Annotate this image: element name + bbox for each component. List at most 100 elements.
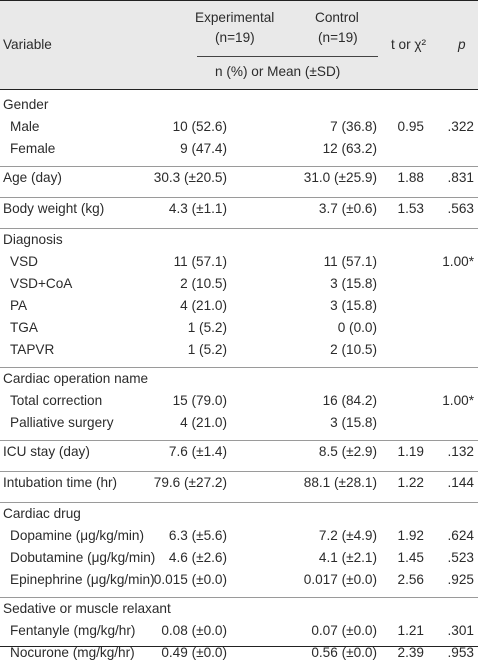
statistic-value: 1.53 xyxy=(397,201,424,216)
row-label: Male xyxy=(10,119,40,134)
header-experimental-n: (n=19) xyxy=(215,30,255,45)
experimental-value: 10 (52.6) xyxy=(172,119,227,134)
table-row: Age (day) 30.3 (±20.5) 31.0 (±25.9) 1.88 .83… xyxy=(0,166,478,189)
experimental-value: 4 (21.0) xyxy=(180,415,227,430)
row-label: Dobutamine (μg/kg/min) xyxy=(10,550,156,565)
p-value: .301 xyxy=(447,623,474,638)
control-value: 7 (36.8) xyxy=(330,119,377,134)
p-value: 1.00* xyxy=(442,393,474,408)
row-label: Fentanyle (mg/kg/hr) xyxy=(10,623,136,638)
experimental-value: 15 (79.0) xyxy=(172,393,227,408)
control-value: 31.0 (±25.9) xyxy=(303,170,377,185)
row-label: Intubation time (hr) xyxy=(3,475,118,490)
statistic-value: 1.22 xyxy=(397,475,424,490)
p-value: .322 xyxy=(447,119,474,134)
p-value: .132 xyxy=(447,444,474,459)
statistic-value: 1.92 xyxy=(397,528,424,543)
p-value: .831 xyxy=(447,170,474,185)
experimental-value: 7.6 (±1.4) xyxy=(168,444,227,459)
experimental-value: 30.3 (±20.5) xyxy=(153,170,227,185)
control-value: 12 (63.2) xyxy=(322,141,377,156)
control-value: 16 (84.2) xyxy=(322,393,377,408)
table-row: VSD 11 (57.1) 11 (57.1) 1.00* xyxy=(0,251,478,273)
control-value: 2 (10.5) xyxy=(330,342,377,357)
control-value: 0 (0.0) xyxy=(337,320,377,335)
control-value: 11 (57.1) xyxy=(323,254,377,269)
p-value: .144 xyxy=(447,475,474,490)
experimental-value: 1 (5.2) xyxy=(187,342,227,357)
control-value: 3 (15.8) xyxy=(330,298,377,313)
control-value: 0.07 (±0.0) xyxy=(311,623,377,638)
experimental-value: 1 (5.2) xyxy=(187,320,227,335)
table-row: Sedative or muscle relaxant xyxy=(0,597,478,620)
table-row: Gender xyxy=(0,94,478,116)
control-value: 0.017 (±0.0) xyxy=(303,572,377,587)
p-value: 1.00* xyxy=(442,254,474,269)
table-row: Intubation time (hr) 79.6 (±27.2) 88.1 (±2… xyxy=(0,471,478,494)
row-label: VSD xyxy=(10,254,38,269)
table-row: Body weight (kg) 4.3 (±1.1) 3.7 (±0.6) 1.53… xyxy=(0,197,478,220)
control-value: 8.5 (±2.9) xyxy=(318,444,377,459)
experimental-value: 9 (47.4) xyxy=(180,141,227,156)
row-label: TGA xyxy=(10,320,38,335)
p-value: .563 xyxy=(447,201,474,216)
experimental-value: 4 (21.0) xyxy=(180,298,227,313)
statistic-value: 1.45 xyxy=(397,550,424,565)
p-value: .523 xyxy=(447,550,474,565)
header-control: Control xyxy=(315,10,359,25)
row-label: Dopamine (μg/kg/min) xyxy=(10,528,144,543)
control-value: 7.2 (±4.9) xyxy=(318,528,377,543)
table-row: PA 4 (21.0) 3 (15.8) xyxy=(0,295,478,317)
experimental-value: 4.6 (±2.6) xyxy=(168,550,227,565)
row-label: Palliative surgery xyxy=(10,415,114,430)
experimental-value: 79.6 (±27.2) xyxy=(153,475,227,490)
control-value: 4.1 (±2.1) xyxy=(318,550,377,565)
table-row: TGA 1 (5.2) 0 (0.0) xyxy=(0,317,478,339)
header-p: p xyxy=(458,37,466,52)
row-label: TAPVR xyxy=(10,342,55,357)
table-header: Variable Experimental (n=19) Control (n=… xyxy=(0,0,478,90)
table-row: ICU stay (day) 7.6 (±1.4) 8.5 (±2.9) 1.19 .1… xyxy=(0,440,478,463)
experimental-value: 2 (10.5) xyxy=(180,276,227,291)
experimental-value: 0.08 (±0.0) xyxy=(161,623,227,638)
statistic-value: 1.21 xyxy=(397,623,424,638)
header-subline xyxy=(197,56,378,57)
row-label: ICU stay (day) xyxy=(3,444,90,459)
table-row: Female 9 (47.4) 12 (63.2) xyxy=(0,138,478,160)
row-label: Cardiac drug xyxy=(3,506,81,521)
row-label: Age (day) xyxy=(3,170,62,185)
p-value: .925 xyxy=(447,572,474,587)
table-row: Total correction 15 (79.0) 16 (84.2) 1.00* xyxy=(0,390,478,412)
statistic-value: 1.19 xyxy=(397,444,424,459)
header-variable: Variable xyxy=(3,37,52,52)
experimental-value: 4.3 (±1.1) xyxy=(168,201,227,216)
table-body: Gender Male 10 (52.6) 7 (36.8) 0.95 .322 Femal… xyxy=(0,94,478,664)
row-label: Female xyxy=(10,141,56,156)
control-value: 3 (15.8) xyxy=(330,415,377,430)
control-value: 3 (15.8) xyxy=(330,276,377,291)
table-row: Fentanyle (mg/kg/hr) 0.08 (±0.0) 0.07 (±0.… xyxy=(0,620,478,642)
row-label: Sedative or muscle relaxant xyxy=(3,601,171,616)
header-statistic: t or χ² xyxy=(391,37,427,52)
row-label: Epinephrine (μg/kg/min) xyxy=(10,572,155,587)
statistic-value: 2.56 xyxy=(397,572,424,587)
row-label: PA xyxy=(10,298,28,313)
bottom-rule xyxy=(0,646,478,647)
table-row: Cardiac operation name xyxy=(0,367,478,390)
experimental-value: 11 (57.1) xyxy=(173,254,227,269)
table-row: Male 10 (52.6) 7 (36.8) 0.95 .322 xyxy=(0,116,478,138)
header-experimental: Experimental xyxy=(195,10,275,25)
table-row: Dobutamine (μg/kg/min) 4.6 (±2.6) 4.1 (±2.… xyxy=(0,547,478,569)
row-label: Gender xyxy=(3,97,49,112)
table-row: Cardiac drug xyxy=(0,502,478,525)
experimental-value: 0.015 (±0.0) xyxy=(153,572,227,587)
header-units: n (%) or Mean (±SD) xyxy=(215,64,341,79)
p-value: .624 xyxy=(447,528,474,543)
table-row: VSD+CoA 2 (10.5) 3 (15.8) xyxy=(0,273,478,295)
table-row: Dopamine (μg/kg/min) 6.3 (±5.6) 7.2 (±4.9)… xyxy=(0,525,478,547)
statistic-value: 1.88 xyxy=(397,170,424,185)
statistic-value: 0.95 xyxy=(397,119,424,134)
table-row: Palliative surgery 4 (21.0) 3 (15.8) xyxy=(0,412,478,434)
control-value: 3.7 (±0.6) xyxy=(318,201,377,216)
